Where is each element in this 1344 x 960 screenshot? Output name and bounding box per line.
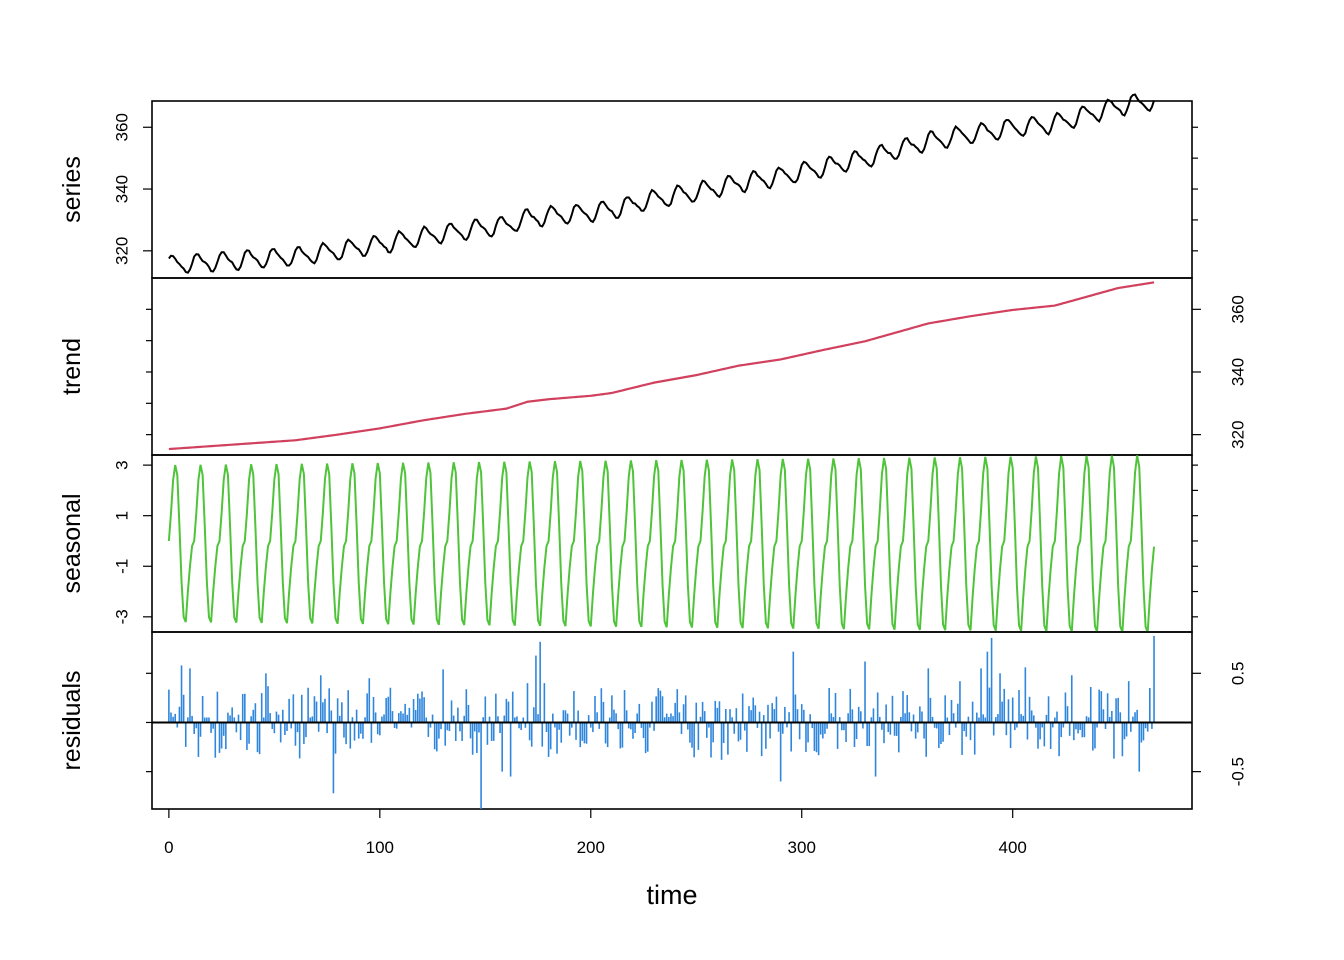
x-tick-label: 400	[999, 838, 1027, 857]
x-tick-label: 0	[164, 838, 173, 857]
panel-frame	[151, 277, 1193, 456]
y-tick-label: 320	[113, 237, 132, 265]
y-tick-label: 320	[1229, 420, 1248, 448]
series-line	[168, 93, 1155, 274]
panels-layer: 320 340 360 series 320 340 360 trend -3 -1 1 3 seaso…	[58, 93, 1248, 810]
panel-series: 320 340 360 series	[58, 93, 1198, 279]
y-tick-label: 340	[113, 175, 132, 203]
panel-frame	[151, 100, 1193, 279]
y-tick-label: -3	[113, 609, 132, 624]
y-tick-label: 3	[113, 460, 132, 469]
y-tick-label: -1	[113, 559, 132, 574]
panel-residuals: -0.5 0.5 residuals	[58, 631, 1248, 810]
x-tick-label: 100	[366, 838, 394, 857]
x-axis-title: time	[646, 880, 697, 910]
seasonal-line	[167, 455, 1156, 633]
y-tick-label: 360	[1229, 295, 1248, 323]
y-tick-label: 0.5	[1229, 661, 1248, 685]
trend-line	[168, 281, 1155, 451]
panel-trend: 320 340 360 trend	[58, 277, 1248, 456]
x-axis: 0 100 200 300 400	[164, 809, 1027, 857]
panel-label-seasonal: seasonal	[58, 493, 86, 593]
panel-seasonal: -3 -1 1 3 seasonal	[58, 454, 1198, 633]
y-tick-label: 340	[1229, 358, 1248, 386]
y-tick-label: 1	[113, 511, 132, 520]
panel-label-trend: trend	[58, 338, 86, 395]
x-tick-label: 200	[577, 838, 605, 857]
x-tick-label: 300	[788, 838, 816, 857]
panel-label-residuals: residuals	[58, 670, 86, 770]
panel-frame	[151, 454, 1193, 633]
y-tick-label: 360	[113, 113, 132, 141]
panel-frame	[151, 631, 1193, 810]
y-tick-label: -0.5	[1229, 757, 1248, 786]
panel-label-series: series	[58, 156, 86, 223]
